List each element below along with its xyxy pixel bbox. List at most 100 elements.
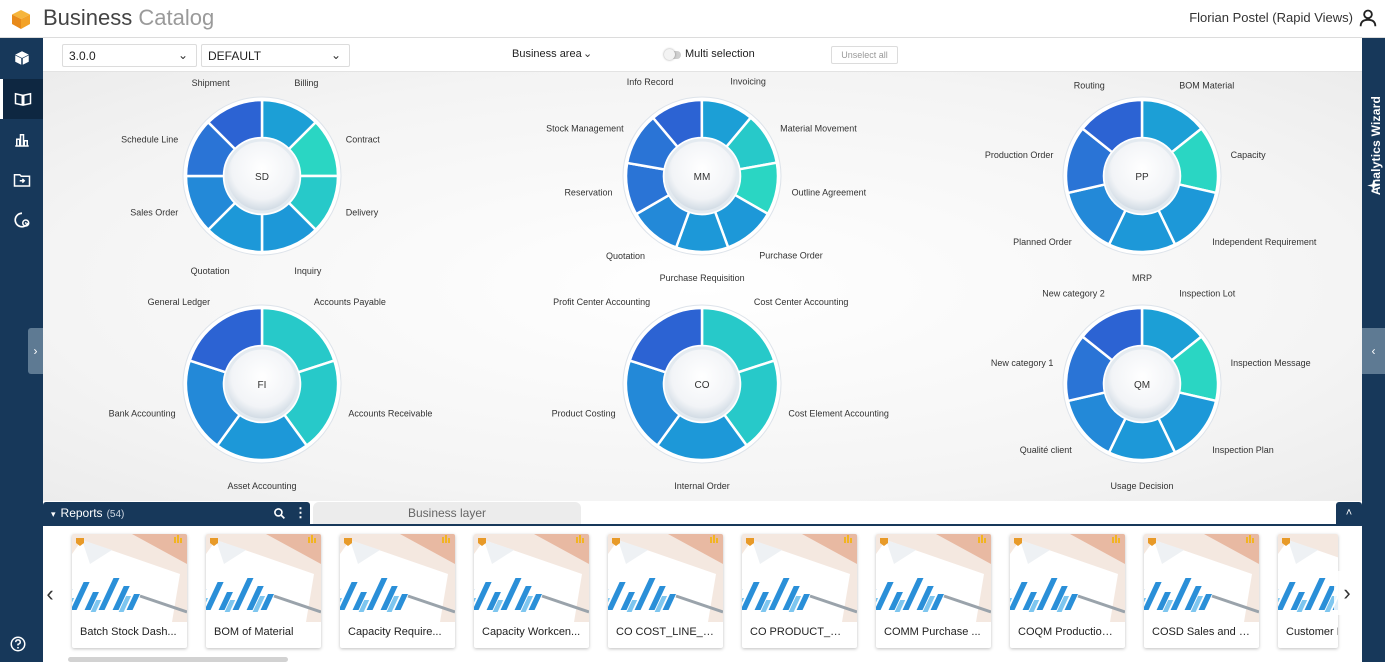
segment-label[interactable]: Internal Order	[674, 481, 730, 491]
wheel-mm: Info Record Invoicing Material Movement Out…	[546, 77, 867, 283]
nav-settings-button[interactable]	[0, 200, 43, 240]
carousel-prev-button[interactable]: ‹	[43, 581, 57, 607]
segment-profit-center-accounting[interactable]	[628, 306, 704, 374]
segment-general-ledger[interactable]	[188, 306, 264, 374]
wheel-hub[interactable]	[1104, 346, 1180, 422]
chart-icon	[14, 134, 29, 147]
segment-routing[interactable]	[1080, 98, 1144, 155]
segment-label[interactable]: Bank Accounting	[109, 408, 176, 418]
report-card[interactable]: CO PRODUCT_CO...	[742, 534, 857, 648]
segment-label[interactable]: Purchase Requisition	[660, 273, 745, 283]
segment-label[interactable]: BOM Material	[1179, 80, 1234, 90]
nav-cube-button[interactable]	[0, 38, 43, 78]
user-icon[interactable]	[1357, 7, 1379, 29]
segment-shipment[interactable]	[206, 98, 264, 151]
business-area-dropdown[interactable]: Business area	[512, 48, 582, 60]
report-card[interactable]: BOM of Material	[206, 534, 321, 648]
segment-label[interactable]: New category 2	[1042, 288, 1105, 298]
segment-label[interactable]: Accounts Payable	[314, 297, 386, 307]
segment-label[interactable]: Sales Order	[130, 207, 178, 217]
segment-label[interactable]: Cost Element Accounting	[788, 408, 889, 418]
nav-folder-button[interactable]	[0, 160, 43, 200]
segment-label[interactable]: Independent Requirement	[1212, 237, 1317, 247]
segment-label[interactable]: Material Movement	[780, 123, 857, 133]
segment-label[interactable]: Inquiry	[294, 266, 322, 276]
segment-label[interactable]: New category 1	[991, 358, 1054, 368]
report-card[interactable]: COSD Sales and c...	[1144, 534, 1259, 648]
segment-new-category-2[interactable]	[1080, 306, 1144, 363]
report-card[interactable]: COQM Production ...	[1010, 534, 1125, 648]
collapse-panel-button[interactable]: ˄	[1336, 502, 1362, 526]
segment-label[interactable]: Cost Center Accounting	[754, 297, 849, 307]
version-value: 3.0.0	[69, 49, 96, 63]
segment-label[interactable]: Reservation	[564, 188, 612, 198]
segment-label[interactable]: General Ledger	[148, 297, 211, 307]
nav-dashboard-button[interactable]	[0, 120, 43, 160]
segment-label[interactable]: Product Costing	[552, 408, 616, 418]
wheel-fi: Accounts Payable Accounts Receivable Asset…	[109, 297, 433, 491]
chevron-down-icon[interactable]: ⌄	[583, 48, 593, 60]
report-card[interactable]: Batch Stock Dash...	[72, 534, 187, 648]
segment-label[interactable]: MRP	[1132, 273, 1152, 283]
help-icon[interactable]	[9, 635, 27, 653]
wheel-hub[interactable]	[224, 346, 300, 422]
segment-label[interactable]: Profit Center Accounting	[553, 297, 650, 307]
segment-label[interactable]: Quotation	[191, 266, 230, 276]
segment-label[interactable]: Planned Order	[1013, 237, 1072, 247]
segment-label[interactable]: Info Record	[627, 77, 674, 87]
segment-label[interactable]: Capacity	[1231, 150, 1267, 160]
segment-label[interactable]: Schedule Line	[121, 135, 178, 145]
unselect-all-button[interactable]: Unselect all	[831, 46, 898, 64]
report-card[interactable]: CO COST_LINE_IT...	[608, 534, 723, 648]
segment-label[interactable]: Inspection Lot	[1179, 288, 1236, 298]
segment-label[interactable]: Outline Agreement	[792, 187, 867, 197]
folder-icon	[13, 174, 30, 187]
segment-label[interactable]: Purchase Order	[759, 251, 823, 261]
segment-label[interactable]: Routing	[1074, 80, 1105, 90]
segment-stock-management[interactable]	[625, 116, 680, 171]
segment-label[interactable]: Delivery	[346, 207, 379, 217]
report-card[interactable]: Capacity Require...	[340, 534, 455, 648]
segment-label[interactable]: Shipment	[192, 78, 231, 88]
multi-selection-label: Multi selection	[685, 48, 755, 60]
right-panel-expand-button[interactable]: ‹	[1362, 328, 1385, 374]
segment-label[interactable]: Qualité client	[1020, 445, 1073, 455]
segment-label[interactable]: Usage Decision	[1110, 481, 1173, 491]
report-thumbnail	[72, 534, 187, 622]
reports-tab[interactable]: ▾ Reports (54) ⋮	[43, 502, 310, 524]
report-card[interactable]: Customer Billing	[1278, 534, 1338, 648]
segment-label[interactable]: Stock Management	[546, 124, 624, 134]
business-layer-tab[interactable]: Business layer	[313, 502, 581, 524]
segment-label[interactable]: Invoicing	[730, 77, 766, 87]
wheel-hub[interactable]	[1104, 138, 1180, 214]
report-card[interactable]: COMM Purchase ...	[876, 534, 991, 648]
segment-label[interactable]: Asset Accounting	[227, 481, 296, 491]
segment-label[interactable]: Quotation	[606, 251, 645, 261]
profile-select[interactable]: DEFAULT ⌄	[201, 44, 350, 67]
version-select[interactable]: 3.0.0 ⌄	[62, 44, 197, 67]
multi-selection-toggle[interactable]	[664, 49, 681, 60]
wheel-hub[interactable]	[224, 138, 300, 214]
nav-catalog-button[interactable]	[0, 79, 43, 119]
wheel-hub[interactable]	[664, 346, 740, 422]
segment-label[interactable]: Inspection Message	[1231, 358, 1311, 368]
report-card-label: CO COST_LINE_IT...	[616, 626, 721, 638]
report-card[interactable]: Capacity Workcen...	[474, 534, 589, 648]
carousel-next-button[interactable]: ›	[1334, 571, 1360, 615]
segment-label[interactable]: Accounts Receivable	[348, 408, 432, 418]
business-area-wheels: Billing Contract Delivery Inquiry Quotation S…	[109, 77, 1317, 491]
more-vertical-icon[interactable]: ⋮	[294, 505, 307, 520]
segment-label[interactable]: Contract	[346, 135, 381, 145]
chevron-left-icon: ‹	[46, 581, 54, 606]
segment-label[interactable]: Inspection Plan	[1212, 445, 1274, 455]
search-icon[interactable]	[273, 507, 286, 520]
left-panel-expand-button[interactable]: ›	[28, 328, 43, 374]
carousel-scrollbar[interactable]	[68, 657, 288, 662]
wheel-hub[interactable]	[664, 138, 740, 214]
report-card-label: Capacity Workcen...	[482, 626, 581, 638]
wheel-center-label: CO	[695, 380, 710, 391]
wheel-center-label: FI	[258, 380, 267, 391]
segment-label[interactable]: Billing	[294, 78, 318, 88]
user-name[interactable]: Florian Postel (Rapid Views)	[1189, 10, 1353, 25]
segment-label[interactable]: Production Order	[985, 150, 1054, 160]
